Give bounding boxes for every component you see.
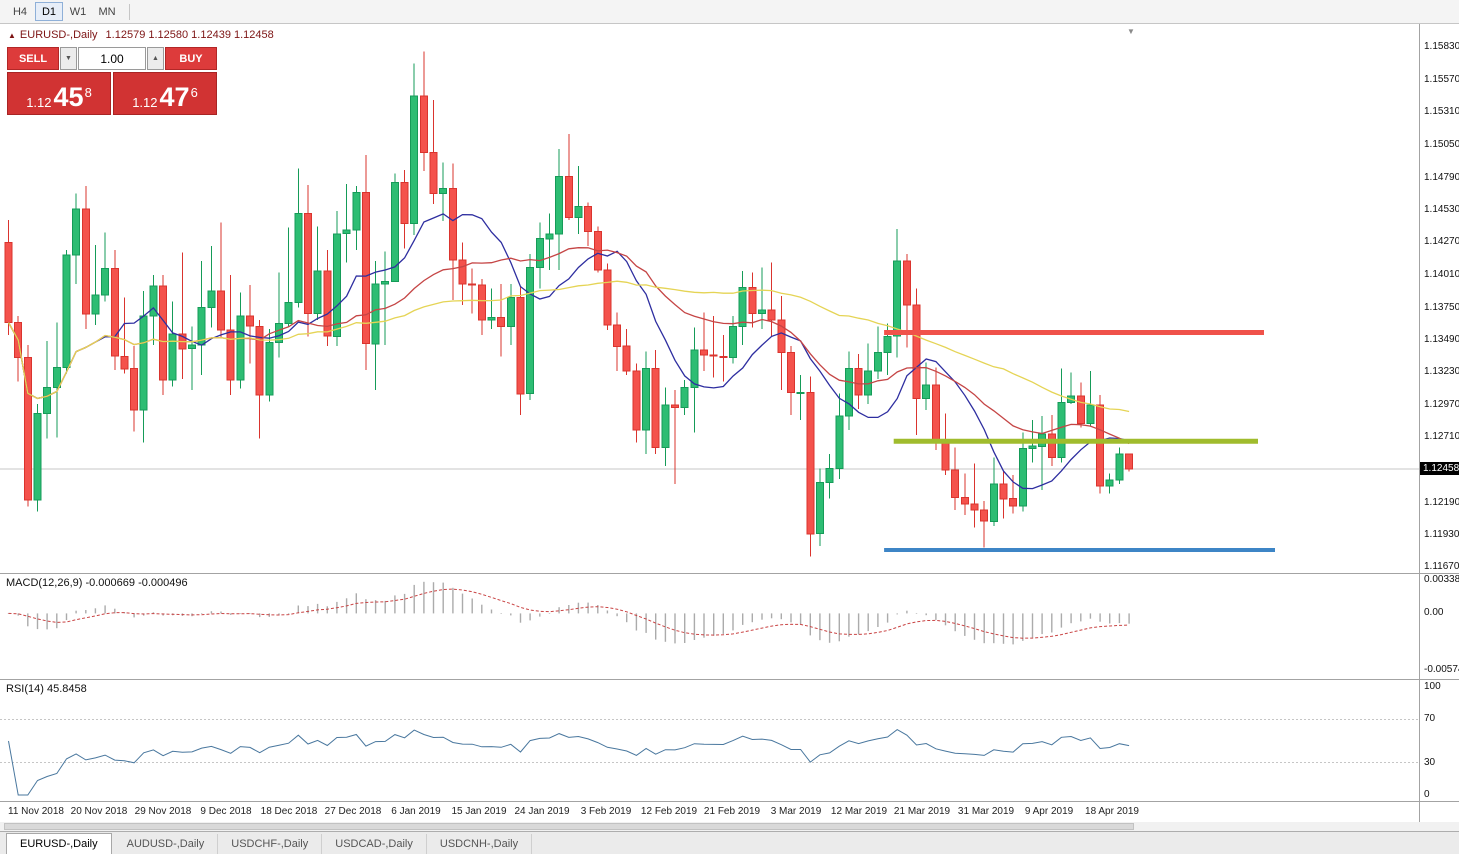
price-axis-label: 1.13490 — [1424, 334, 1459, 345]
timeframe-toolbar: H4 D1 W1 MN — [0, 0, 1459, 24]
rsi-line — [8, 728, 1130, 796]
date-axis-label: 24 Jan 2019 — [514, 806, 570, 817]
rsi-axis-label: 100 — [1424, 681, 1441, 692]
sell-button[interactable]: SELL — [7, 47, 59, 70]
ohlc-values: 1.12579 1.12580 1.12439 1.12458 — [105, 29, 274, 41]
sell-price-main: 45 — [53, 82, 84, 112]
macd-label: MACD(12,26,9) -0.000669 -0.000496 — [6, 577, 188, 589]
timeframe-button-mn[interactable]: MN — [93, 2, 121, 21]
sell-price-pipette: 8 — [84, 85, 92, 100]
date-axis-label: 21 Feb 2019 — [703, 806, 761, 817]
pane-splitter-rsi[interactable] — [0, 679, 1459, 680]
symbol-label: EURUSD-,Daily — [19, 29, 98, 41]
scrollbar-thumb[interactable] — [4, 823, 1134, 830]
volume-up-icon: ▲ — [152, 55, 159, 62]
price-axis-label: 1.11930 — [1424, 529, 1459, 540]
chart-title: ▲ EURUSD-,Daily 1.12579 1.12580 1.12439 1.… — [8, 29, 274, 41]
price-axis-label: 1.12190 — [1424, 497, 1459, 508]
date-axis-label: 20 Nov 2018 — [70, 806, 128, 817]
macd-signal-line — [8, 588, 1130, 639]
date-axis-label: 9 Apr 2019 — [1024, 806, 1074, 817]
date-axis-label: 3 Feb 2019 — [580, 806, 632, 817]
buy-price-main: 47 — [159, 82, 190, 112]
date-axis-divider — [0, 801, 1459, 802]
sell-price-display[interactable]: 1.12 45 8 — [7, 72, 111, 115]
rsi-label: RSI(14) 45.8458 — [6, 683, 87, 695]
price-axis-label: 1.14790 — [1424, 172, 1459, 183]
price-axis-label: 1.15310 — [1424, 106, 1459, 117]
macd-indicator-canvas[interactable] — [0, 574, 1459, 679]
date-axis-label: 27 Dec 2018 — [324, 806, 382, 817]
macd-axis-label: 0.00 — [1424, 607, 1444, 618]
pane-splitter-macd[interactable] — [0, 573, 1459, 574]
sell-price-prefix: 1.12 — [26, 95, 52, 110]
timeframe-button-d1[interactable]: D1 — [35, 2, 63, 21]
price-axis-label: 1.12970 — [1424, 399, 1459, 410]
chart-anchor-icon: ▲ — [8, 31, 16, 40]
chart-tabs-bar: EURUSD-,Daily AUDUSD-,Daily USDCHF-,Daily U… — [0, 831, 1459, 854]
toolbar-separator — [129, 3, 130, 20]
date-axis-label: 3 Mar 2019 — [770, 806, 822, 817]
timeframe-button-w1[interactable]: W1 — [64, 2, 92, 21]
macd-axis-label: 0.003386 — [1424, 574, 1459, 585]
price-axis-label: 1.13230 — [1424, 366, 1459, 377]
horizontal-scrollbar[interactable] — [0, 822, 1459, 831]
macd-axis-label: -0.00574 — [1424, 664, 1459, 675]
price-scale-divider — [1419, 24, 1420, 822]
current-price-badge: 1.12458 — [1420, 462, 1459, 475]
chart-tab-eurusd[interactable]: EURUSD-,Daily — [6, 833, 112, 854]
price-axis-label: 1.14270 — [1424, 236, 1459, 247]
date-axis-label: 6 Jan 2019 — [391, 806, 441, 817]
price-axis-label: 1.15570 — [1424, 74, 1459, 85]
price-chart-canvas[interactable] — [0, 24, 1459, 573]
volume-up-button[interactable]: ▲ — [147, 47, 164, 70]
rsi-axis-label: 30 — [1424, 757, 1436, 768]
price-axis-label: 1.11670 — [1424, 561, 1459, 572]
fast-ma-line — [7, 213, 1130, 490]
rsi-axis-label: 70 — [1424, 713, 1436, 724]
chart-tab-usdchf[interactable]: USDCHF-,Daily — [218, 834, 323, 854]
rsi-indicator-canvas[interactable] — [0, 680, 1459, 801]
price-axis-label: 1.14530 — [1424, 204, 1459, 215]
volume-down-icon: ▼ — [65, 55, 72, 62]
date-axis-label: 12 Feb 2019 — [640, 806, 698, 817]
timeframe-button-h4[interactable]: H4 — [6, 2, 34, 21]
date-axis-label: 12 Mar 2019 — [830, 806, 888, 817]
buy-button[interactable]: BUY — [165, 47, 217, 70]
chart-shift-icon[interactable]: ▼ — [1127, 27, 1135, 36]
volume-input[interactable] — [78, 47, 146, 70]
date-axis-label: 31 Mar 2019 — [957, 806, 1015, 817]
volume-down-button[interactable]: ▼ — [60, 47, 77, 70]
date-axis-label: 18 Apr 2019 — [1085, 806, 1139, 817]
buy-price-pipette: 6 — [190, 85, 198, 100]
rsi-axis-label: 0 — [1424, 789, 1430, 800]
slow-ma-line — [7, 280, 1130, 413]
price-axis-label: 1.15050 — [1424, 139, 1459, 150]
date-axis-label: 15 Jan 2019 — [451, 806, 507, 817]
chart-tab-audusd[interactable]: AUDUSD-,Daily — [114, 834, 219, 854]
price-axis-label: 1.12710 — [1424, 431, 1459, 442]
chart-tab-usdcad[interactable]: USDCAD-,Daily — [322, 834, 427, 854]
date-axis-label: 18 Dec 2018 — [260, 806, 318, 817]
date-axis-label: 11 Nov 2018 — [8, 806, 64, 817]
date-axis-label: 29 Nov 2018 — [134, 806, 192, 817]
buy-price-prefix: 1.12 — [132, 95, 158, 110]
price-axis-label: 1.14010 — [1424, 269, 1459, 280]
buy-price-display[interactable]: 1.12 47 6 — [113, 72, 217, 115]
date-axis-label: 21 Mar 2019 — [893, 806, 951, 817]
date-axis-label: 9 Dec 2018 — [200, 806, 252, 817]
price-axis-label: 1.15830 — [1424, 41, 1459, 52]
price-axis-label: 1.13750 — [1424, 302, 1459, 313]
chart-tab-usdcnh[interactable]: USDCNH-,Daily — [427, 834, 533, 854]
